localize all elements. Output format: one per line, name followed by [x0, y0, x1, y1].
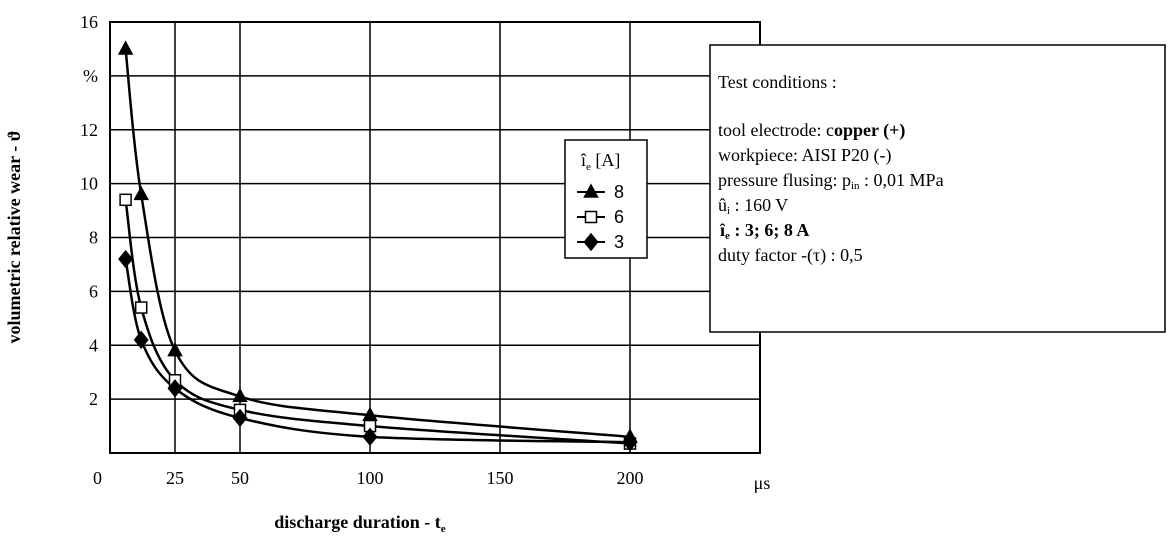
legend-title: îe [A]	[580, 150, 620, 173]
note-part: î	[719, 220, 726, 240]
note-part: : 3; 6; 8 A	[730, 220, 810, 240]
marker	[583, 232, 599, 252]
note-part: i	[727, 205, 730, 217]
y-tick-label: 8	[89, 228, 98, 248]
marker	[583, 183, 599, 198]
x-tick-label: 0	[93, 468, 102, 488]
marker	[133, 185, 149, 201]
note: ûi : 160 V	[718, 195, 788, 217]
y-tick-label: 2	[89, 389, 98, 409]
note: workpiece: AISI P20 (-)	[718, 145, 891, 166]
legend-title-main: î	[580, 150, 587, 170]
x-tick-label: 50	[231, 468, 249, 488]
note-part: û	[718, 195, 727, 215]
note-part: in	[851, 180, 860, 192]
marker	[232, 408, 248, 428]
note-part: opper (+)	[834, 120, 905, 141]
x-axis-label-main: discharge duration - t	[274, 512, 441, 532]
y-tick-label: 10	[80, 174, 98, 194]
x-axis-label: discharge duration - te	[274, 512, 446, 535]
series-line	[124, 199, 631, 445]
marker	[117, 40, 134, 55]
legend-label: 8	[614, 182, 624, 202]
y-axis-label: volumetric relative wear - ϑ	[4, 130, 24, 343]
marker	[622, 433, 638, 452]
y-tick-label: 4	[89, 335, 98, 355]
legend-box	[564, 139, 648, 259]
note: pressure flusing: pin : 0,01 MPa	[718, 170, 944, 192]
note: îe : 3; 6; 8 A	[719, 220, 809, 242]
note: duty factor -(τ) : 0,5	[718, 245, 863, 266]
x-tick-label: 200	[617, 468, 644, 488]
marker	[167, 379, 183, 398]
y-tick-label: 16	[80, 12, 98, 32]
marker	[232, 387, 248, 403]
marker	[118, 249, 134, 269]
x-tick-label: 150	[487, 468, 514, 488]
marker	[362, 427, 378, 447]
legend-title-sub: e	[586, 161, 591, 173]
marker	[584, 210, 598, 224]
note: tool electrode: copper (+)	[718, 120, 905, 141]
legend-label: 6	[614, 207, 624, 227]
y-tick-label: 6	[89, 281, 98, 301]
note-part: pressure flusing: p	[718, 170, 851, 190]
x-tick-label: 25	[166, 468, 184, 488]
y-tick-label: %	[83, 66, 98, 86]
note-part: : 0,01 MPa	[860, 170, 944, 190]
note: Test conditions :	[718, 72, 837, 92]
legend-label: 3	[614, 232, 624, 252]
marker	[134, 301, 148, 314]
x-axis-label-sub: e	[441, 523, 446, 535]
x-tick-label: 100	[357, 468, 384, 488]
series-line	[124, 258, 631, 444]
series-line	[124, 48, 631, 439]
note-part: : 160 V	[730, 195, 788, 215]
marker	[167, 342, 183, 357]
note-part: e	[725, 230, 730, 242]
note-part: tool electrode: c	[718, 120, 834, 140]
notes-box	[709, 44, 1166, 333]
x-unit: μs	[754, 473, 771, 493]
marker	[133, 330, 149, 350]
legend-title-unit: [A]	[591, 150, 621, 170]
marker	[119, 193, 132, 207]
y-tick-label: 12	[80, 120, 98, 140]
